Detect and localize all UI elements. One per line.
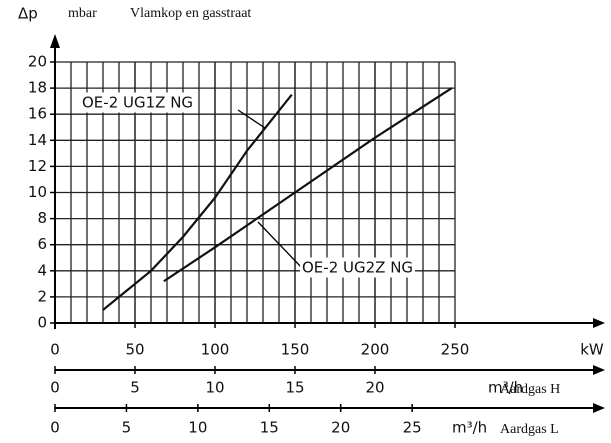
line bbox=[163, 87, 453, 283]
y-tick-label: 20 bbox=[28, 53, 47, 71]
leader-line bbox=[237, 109, 266, 129]
secondary-unit: m³/h bbox=[488, 379, 523, 397]
leader-line bbox=[257, 221, 303, 269]
secondary-tick-label: 5 bbox=[130, 379, 140, 397]
series-label: OE-2 UG2Z NG bbox=[302, 259, 413, 277]
secondary-tick-label: 15 bbox=[285, 379, 304, 397]
secondary-unit: m³/h bbox=[452, 419, 487, 437]
chart-title: Vlamkop en gasstraat bbox=[130, 6, 251, 21]
x-tick-label: 0 bbox=[50, 341, 60, 359]
line bbox=[102, 93, 293, 311]
x-axis-label: kW bbox=[580, 341, 604, 359]
secondary-tick-label: 0 bbox=[50, 379, 60, 397]
x-tick-label: 50 bbox=[125, 341, 144, 359]
y-arrow bbox=[50, 34, 60, 48]
y-tick-label: 16 bbox=[28, 105, 47, 123]
y-tick-label: 14 bbox=[28, 131, 47, 149]
y-tick-label: 4 bbox=[37, 261, 47, 279]
secondary-tick-label: 10 bbox=[205, 379, 224, 397]
x-axis-arrow bbox=[593, 318, 605, 328]
secondary-tick-label: 5 bbox=[122, 419, 132, 437]
y-tick-label: 6 bbox=[37, 235, 47, 253]
secondary-tick-label: 15 bbox=[260, 419, 279, 437]
secondary-tick-label: 25 bbox=[403, 419, 422, 437]
y-tick-label: 10 bbox=[28, 183, 47, 201]
series-label: OE-2 UG1Z NG bbox=[82, 94, 193, 112]
series-label-bg bbox=[80, 92, 196, 113]
x-tick-label: 150 bbox=[281, 341, 310, 359]
secondary-axis-arrow bbox=[593, 365, 605, 375]
secondary-tick-label: 10 bbox=[188, 419, 207, 437]
x-tick-label: 200 bbox=[361, 341, 390, 359]
y-axis-unit: mbar bbox=[68, 6, 97, 21]
y-tick-label: 8 bbox=[37, 209, 47, 227]
y-tick-label: 0 bbox=[37, 314, 47, 332]
x-tick-label: 250 bbox=[441, 341, 470, 359]
secondary-name: Aardgas L bbox=[500, 422, 559, 437]
series-label-bg bbox=[300, 257, 416, 278]
secondary-axis-arrow bbox=[593, 403, 605, 413]
secondary-tick-label: 0 bbox=[50, 419, 60, 437]
y-tick-label: 18 bbox=[28, 79, 47, 97]
y-axis-label: Δp bbox=[18, 5, 38, 23]
x-tick-label: 100 bbox=[201, 341, 230, 359]
secondary-name: Aardgas H bbox=[500, 382, 560, 397]
y-tick-label: 12 bbox=[28, 157, 47, 175]
secondary-tick-label: 20 bbox=[331, 419, 350, 437]
y-tick-label: 2 bbox=[37, 287, 47, 305]
secondary-tick-label: 20 bbox=[365, 379, 384, 397]
